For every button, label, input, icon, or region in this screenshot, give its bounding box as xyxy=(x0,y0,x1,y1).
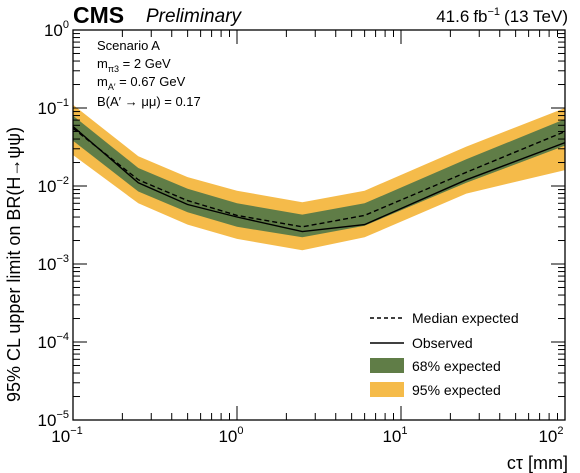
scenario-label: Scenario A xyxy=(97,38,160,53)
x-tick-label: 100 xyxy=(218,425,243,446)
x-tick-label: 102 xyxy=(538,425,563,446)
x-tick-label: 101 xyxy=(382,425,407,446)
preliminary-label: Preliminary xyxy=(146,6,243,27)
y-tick-label: 10−5 xyxy=(38,409,69,430)
legend: Median expected Observed 68% expected 95… xyxy=(370,310,519,398)
legend-95-label: 95% expected xyxy=(412,382,501,398)
y-axis-title: 95% CL upper limit on BR(H→ψψ) xyxy=(4,127,24,402)
legend-95-swatch xyxy=(370,382,404,397)
branching-ratio-label: B(A′ → μμ) = 0.17 xyxy=(97,94,201,109)
legend-68-swatch xyxy=(370,358,404,373)
pion-mass-label: mπ3 = 2 GeV xyxy=(97,56,171,74)
axes-box xyxy=(72,29,566,421)
y-tick-label: 100 xyxy=(44,19,69,40)
y-tick-label: 10−4 xyxy=(38,331,69,352)
scenario-annotations: Scenario A mπ3 = 2 GeV mA′ = 0.67 GeV B(… xyxy=(97,38,201,109)
cms-label: CMS xyxy=(73,2,124,28)
bands-layer xyxy=(73,104,565,251)
median-expected-line xyxy=(72,127,566,228)
y-tick-label: 10−2 xyxy=(38,175,69,196)
y-tick-label: 10−1 xyxy=(38,97,69,118)
aprime-mass-label: mA′ = 0.67 GeV xyxy=(97,74,186,92)
observed-line xyxy=(72,125,566,233)
x-tick-label: 10−1 xyxy=(51,425,82,446)
legend-observed-label: Observed xyxy=(412,335,473,351)
tick-labels: 10−1 100 101 102 10−5 10−4 10−3 10−2 10−1 100 xyxy=(38,19,564,446)
axis-ticks xyxy=(72,29,566,421)
legend-median-label: Median expected xyxy=(412,310,519,326)
y-tick-label: 10−3 xyxy=(38,253,69,274)
x-axis-title: cτ [mm] xyxy=(507,453,568,473)
plot-frame xyxy=(72,29,566,421)
legend-68-label: 68% expected xyxy=(412,358,501,374)
lines-layer xyxy=(72,125,566,233)
luminosity-label: 41.6 fb−1 (13 TeV) xyxy=(436,6,568,26)
